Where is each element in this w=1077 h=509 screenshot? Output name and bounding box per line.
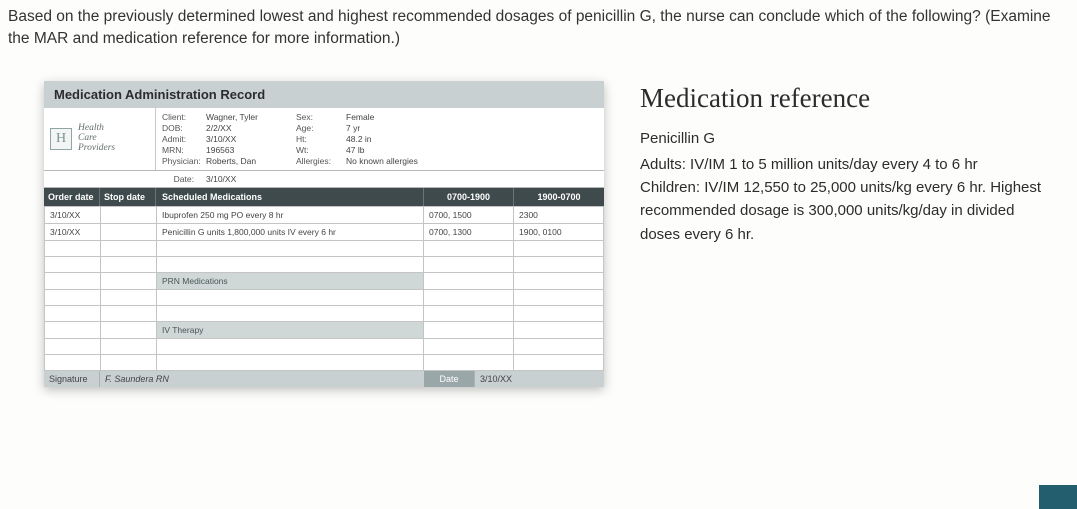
table-row [45,354,604,370]
question-text: Based on the previously determined lowes… [0,0,1077,55]
iv-label: IV Therapy [157,321,424,338]
cell-order: 3/10/XX [45,223,101,240]
mar-date-label: Date: [44,171,200,187]
provider-name: Health Care Providers [78,124,115,154]
mar-column-header: Order date Stop date Scheduled Medicatio… [44,188,604,206]
signature-row: Signature F. Saundera RN Date 3/10/XX [44,371,604,387]
col-shift2: 1900-0700 [514,188,604,206]
prn-label: PRN Medications [157,272,424,289]
adult-dose: Adults: IV/IM 1 to 5 million units/day e… [640,153,1051,176]
client-value: Wagner, Tyler [206,112,296,122]
admit-value: 3/10/XX [206,134,296,144]
signature-label: Signature [44,371,100,387]
sex-label: Sex: [296,112,346,122]
cell-stop [101,206,157,223]
allerg-value: No known allergies [346,156,598,166]
signature-date-label: Date [424,371,474,387]
age-value: 7 yr [346,123,598,133]
col-stop: Stop date [100,188,156,206]
wt-label: Wt: [296,145,346,155]
table-row [45,240,604,256]
patient-grid: Client: Wagner, Tyler Sex: Female DOB: 2… [156,108,604,170]
col-order: Order date [44,188,100,206]
content-row: Medication Administration Record H Healt… [0,55,1077,387]
col-med: Scheduled Medications [156,188,424,206]
child-dose: Children: IV/IM 12,550 to 25,000 units/k… [640,176,1051,246]
cell-t2: 2300 [514,206,604,223]
admit-label: Admit: [162,134,206,144]
reference-heading: Medication reference [640,83,1051,114]
age-label: Age: [296,123,346,133]
mar-date-row: Date: 3/10/XX [44,171,604,188]
mrn-value: 196563 [206,145,296,155]
med-table: 3/10/XX Ibuprofen 250 mg PO every 8 hr 0… [44,206,604,371]
dob-value: 2/2/XX [206,123,296,133]
wt-value: 47 lb [346,145,598,155]
prn-section: PRN Medications [45,272,604,289]
phys-label: Physician: [162,156,206,166]
table-row [45,305,604,321]
sex-value: Female [346,112,598,122]
signature-date: 3/10/XX [474,371,604,387]
cell-t1: 0700, 1500 [424,206,514,223]
cell-order: 3/10/XX [45,206,101,223]
table-row: 3/10/XX Ibuprofen 250 mg PO every 8 hr 0… [45,206,604,223]
cell-t1: 0700, 1300 [424,223,514,240]
provider-line3: Providers [78,144,115,154]
client-label: Client: [162,112,206,122]
allerg-label: Allergies: [296,156,346,166]
table-row [45,338,604,354]
provider-logo: H [50,128,72,150]
dob-label: DOB: [162,123,206,133]
mar-card: Medication Administration Record H Healt… [44,81,604,387]
table-row [45,289,604,305]
cell-stop [101,223,157,240]
drug-name: Penicillin G [640,130,1051,147]
cell-t2: 1900, 0100 [514,223,604,240]
mrn-label: MRN: [162,145,206,155]
ht-value: 48.2 in [346,134,598,144]
cell-med: Ibuprofen 250 mg PO every 8 hr [157,206,424,223]
cell-med: Penicillin G units 1,800,000 units IV ev… [157,223,424,240]
phys-value: Roberts, Dan [206,156,296,166]
iv-section: IV Therapy [45,321,604,338]
reference-panel: Medication reference Penicillin G Adults… [640,81,1051,387]
mar-date-value: 3/10/XX [200,171,242,187]
provider-box: H Health Care Providers [44,108,156,170]
mar-header: H Health Care Providers Client: Wagner, … [44,108,604,171]
mar-title: Medication Administration Record [44,81,604,108]
col-shift1: 0700-1900 [424,188,514,206]
corner-accent [1039,485,1077,509]
table-row [45,256,604,272]
signature-name: F. Saundera RN [100,371,424,387]
table-row: 3/10/XX Penicillin G units 1,800,000 uni… [45,223,604,240]
ht-label: Ht: [296,134,346,144]
